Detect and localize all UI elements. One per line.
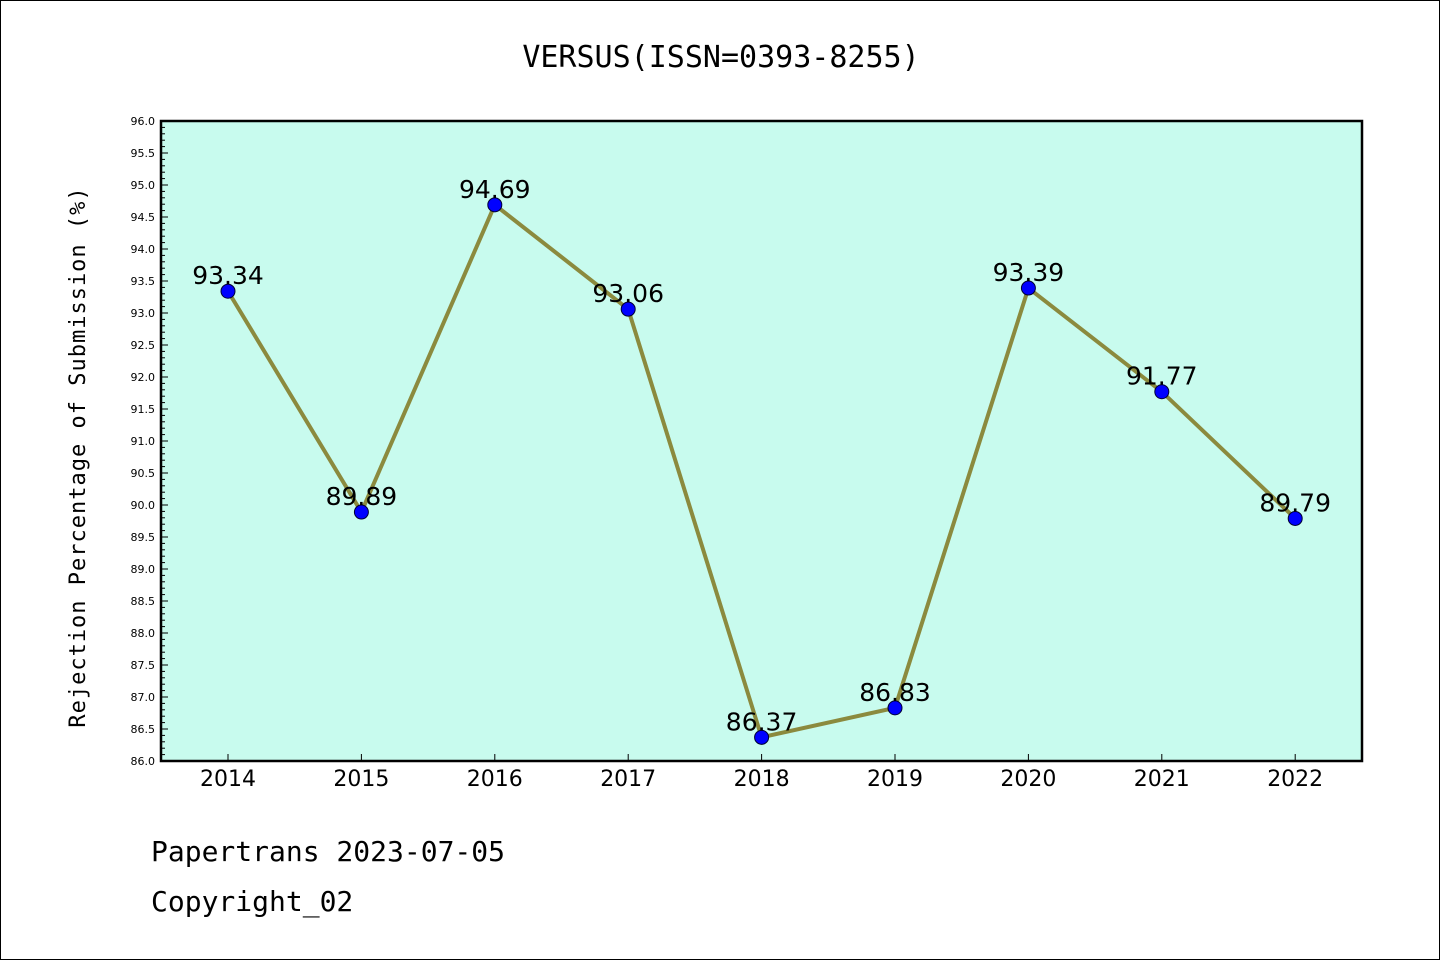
y-tick-label: 88.0 [131,627,156,640]
y-tick-label: 89.0 [131,563,156,576]
data-label: 93.39 [993,258,1065,287]
x-axis: 2014 2015 2016 2017 2018 2019 2020 2021 2022 [200,754,1323,792]
y-axis: 86.0 86.5 87.0 87.5 88.0 88.5 89.0 89.5 90.0 90.5… [131,115,168,768]
data-point [220,283,236,299]
x-tick-label: 2021 [1134,767,1190,792]
y-tick-label: 88.5 [131,595,156,608]
y-tick-label: 94.5 [131,211,156,224]
markers-group [220,197,1303,745]
data-labels-group: 93.34 89.89 94.69 93.06 86.37 86.83 93.39 91.77… [192,175,1331,736]
y-tick-label: 87.0 [131,691,156,704]
y-axis-label: Rejection Percentage of Submission (%) [66,186,91,727]
y-tick-label: 93.0 [131,307,156,320]
y-tick-label: 91.5 [131,403,156,416]
plot-area [161,121,1362,761]
data-point [754,729,770,745]
data-point [1020,280,1036,296]
data-label: 94.69 [459,175,531,204]
x-tick-label: 2014 [200,767,256,792]
data-label: 89.79 [1259,488,1331,517]
y-tick-label: 92.5 [131,339,156,352]
data-point [353,504,369,520]
data-point [620,301,636,317]
data-label: 86.83 [859,678,931,707]
y-tick-label: 90.5 [131,467,156,480]
chart-title: VERSUS(ISSN=0393-8255) [522,40,919,75]
data-label: 93.06 [592,279,664,308]
y-tick-label: 91.0 [131,435,156,448]
x-tick-label: 2018 [734,767,790,792]
y-tick-label: 86.5 [131,723,156,736]
data-point [1154,384,1170,400]
data-label: 86.37 [726,707,798,736]
y-tick-label: 92.0 [131,371,156,384]
x-tick-label: 2015 [333,767,389,792]
y-tick-label: 93.5 [131,275,156,288]
y-tick-label: 90.0 [131,499,156,512]
x-tick-label: 2019 [867,767,923,792]
footer-date: Papertrans 2023-07-05 [151,835,506,868]
y-tick-label: 94.0 [131,243,156,256]
y-tick-label: 86.0 [131,755,156,768]
y-tick-label: 89.5 [131,531,156,544]
data-point [487,197,503,213]
x-tick-label: 2022 [1267,767,1323,792]
data-label: 91.77 [1126,362,1198,391]
y-tick-label: 87.5 [131,659,156,672]
footer-copyright: Copyright_02 [151,885,354,918]
data-point [887,700,903,716]
y-tick-label: 95.0 [131,179,156,192]
x-tick-label: 2017 [600,767,656,792]
plot-border [159,119,1364,763]
data-label: 89.89 [326,482,398,511]
y-tick-label: 95.5 [131,147,156,160]
x-tick-label: 2020 [1000,767,1056,792]
data-point [1287,510,1303,526]
y-tick-label: 96.0 [131,115,156,128]
x-tick-label: 2016 [467,767,523,792]
data-label: 93.34 [192,261,264,290]
